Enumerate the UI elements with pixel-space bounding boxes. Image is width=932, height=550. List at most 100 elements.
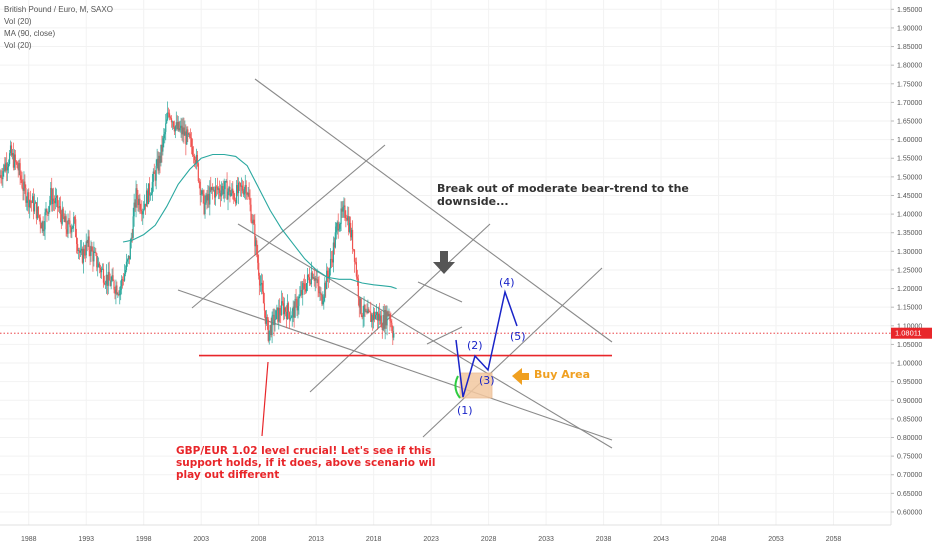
candle-body — [145, 203, 147, 207]
price-axis: 0.60000 0.65000 0.70000 0.75000 0.80000 0.850… — [891, 7, 922, 516]
candle-body — [282, 301, 284, 304]
candle-body — [121, 279, 123, 287]
ascending-line-1[interactable] — [191, 144, 386, 309]
candle-body — [226, 181, 228, 200]
candle-body — [144, 203, 146, 210]
candle-body — [193, 156, 196, 161]
time-tick-label: 2033 — [538, 536, 554, 543]
candle-body — [345, 218, 347, 219]
candle-body — [189, 133, 191, 138]
candle-body — [133, 202, 135, 217]
ascending-line-3[interactable] — [422, 267, 603, 438]
time-tick-label: 2013 — [308, 536, 324, 543]
descending-channel-lower[interactable] — [177, 289, 613, 441]
candle-body — [54, 197, 57, 204]
candle-body — [89, 250, 91, 256]
candle-body — [391, 322, 393, 331]
candle-body — [350, 222, 352, 238]
current-price-value: 1.08011 — [895, 329, 922, 338]
candle-body — [198, 181, 200, 182]
candle-body — [3, 164, 5, 172]
candle-body — [161, 144, 163, 152]
time-tick-label: 2038 — [596, 536, 612, 543]
candle-body — [166, 119, 168, 124]
candle-body — [134, 202, 136, 208]
elliott-wave-path[interactable] — [455, 289, 518, 398]
candle-body — [326, 270, 328, 290]
candle-body — [143, 209, 145, 212]
candle-body — [74, 217, 76, 220]
indicator-vol[interactable]: Vol (20) — [4, 17, 32, 26]
wedge-lower[interactable] — [426, 326, 463, 345]
candle-body — [88, 236, 90, 251]
candle-body — [311, 272, 313, 279]
ascending-line-2[interactable] — [309, 223, 491, 393]
candle-body — [293, 306, 295, 318]
buy-area-box[interactable] — [459, 372, 493, 399]
candle-body — [118, 293, 120, 296]
candle-body — [179, 128, 181, 131]
candle-body — [240, 185, 243, 187]
candle-body — [389, 314, 391, 321]
candle-body — [367, 309, 369, 314]
ma-90-line — [122, 153, 397, 290]
indicator-vol-2[interactable]: Vol (20) — [4, 41, 32, 50]
candle-body — [95, 251, 97, 254]
candle-body — [296, 299, 298, 311]
candle-body — [372, 314, 374, 321]
candle-body — [284, 307, 287, 312]
candle-body — [158, 155, 160, 171]
candle-body — [390, 320, 392, 323]
candle-body — [94, 251, 96, 253]
candle-body — [220, 190, 222, 197]
price-tick-label: 1.50000 — [897, 174, 922, 181]
candle-body — [380, 315, 382, 328]
candle-body — [251, 221, 253, 223]
time-axis: 1988 1993 1998 2003 2008 2013 2018 2023 2028 2033… — [21, 536, 841, 543]
candle-body — [254, 224, 256, 247]
candle-body — [8, 153, 11, 165]
candle-body — [358, 297, 360, 308]
descending-channel-upper[interactable] — [254, 78, 613, 343]
wedge-upper[interactable] — [417, 281, 463, 303]
price-tick-label: 1.15000 — [897, 305, 922, 312]
candle-body — [201, 190, 203, 195]
candle-body — [7, 167, 9, 171]
candle-body — [23, 181, 25, 191]
candle-body — [0, 175, 2, 178]
candle-body — [208, 193, 210, 205]
candle-body — [374, 311, 376, 319]
candle-body — [255, 240, 257, 247]
candle-body — [363, 304, 365, 317]
candle-body — [123, 273, 126, 281]
candle-body — [274, 319, 276, 326]
symbol-title[interactable]: British Pound / Euro, M, SAXO — [4, 5, 113, 14]
trend-lines[interactable] — [177, 78, 613, 449]
candle-body — [40, 224, 42, 229]
channel-inner-lower[interactable] — [237, 223, 613, 449]
candle-body — [392, 330, 394, 338]
candle-body — [258, 262, 260, 276]
candle-body — [371, 314, 373, 322]
candle-body — [246, 193, 248, 195]
candle-body — [352, 249, 355, 250]
indicator-ma[interactable]: MA (90, close) — [4, 29, 56, 38]
candle-body — [297, 306, 299, 311]
candle-body — [185, 131, 187, 145]
candle-body — [214, 189, 216, 198]
candle-body — [328, 275, 330, 278]
support-note-line-3: play out different — [176, 469, 279, 481]
candle-body — [18, 163, 20, 171]
candle-body — [99, 267, 102, 273]
candle-body — [339, 224, 341, 229]
candle-body — [59, 206, 61, 215]
candle-body — [111, 275, 113, 281]
candle-body — [314, 278, 316, 281]
candle-body — [64, 216, 66, 222]
candle-body — [298, 297, 300, 307]
candle-body — [26, 200, 28, 203]
price-tick-label: 0.65000 — [897, 491, 922, 498]
candle-body — [99, 263, 101, 268]
candle-body — [116, 285, 118, 295]
